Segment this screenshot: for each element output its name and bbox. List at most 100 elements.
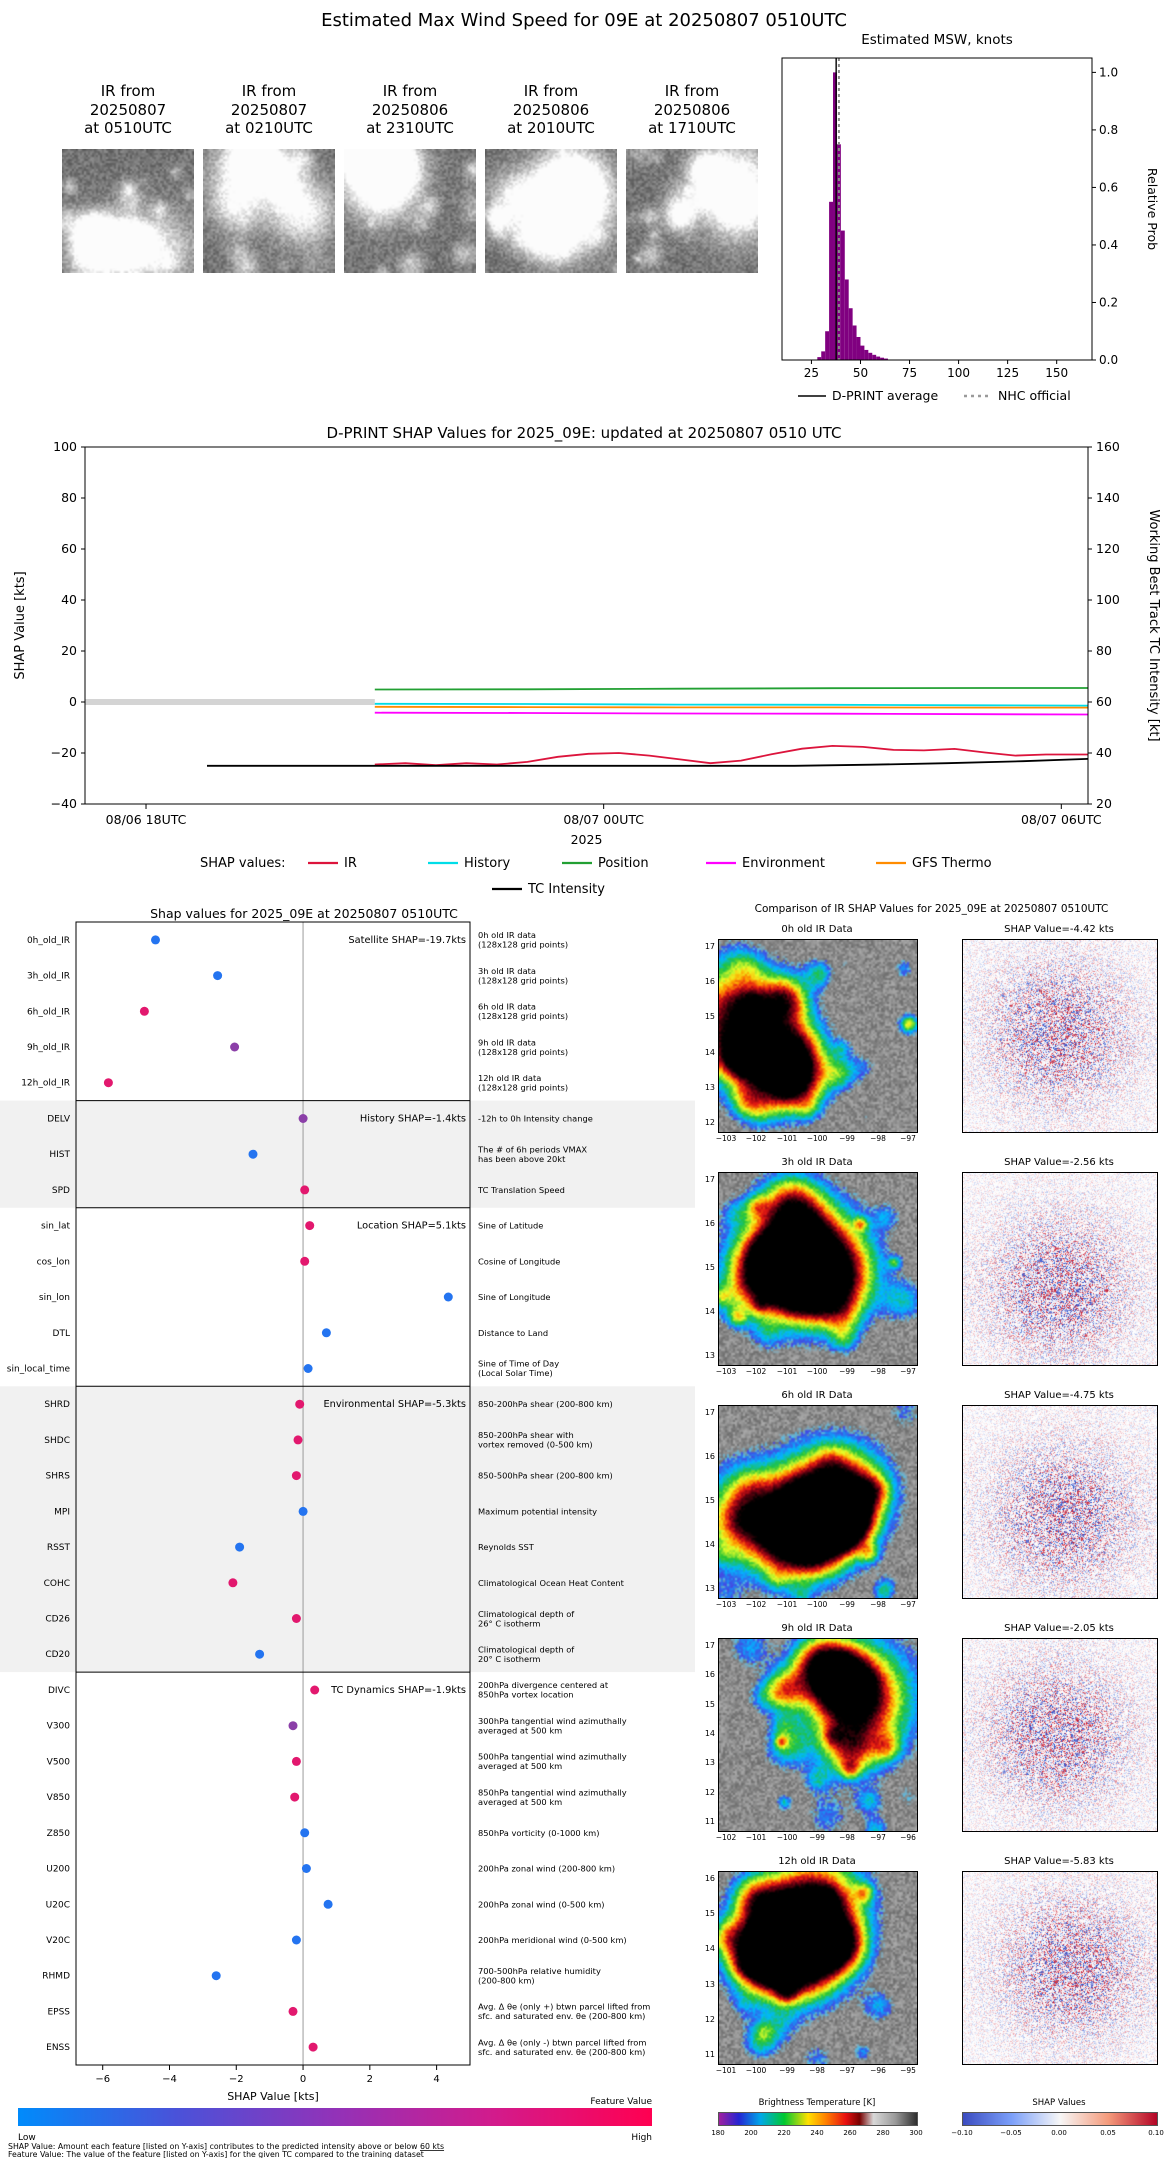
hist-bar [844, 279, 849, 360]
feature-desc-line: Avg. Δ θe (only +) btwn parcel lifted fr… [478, 2002, 650, 2012]
bt-colorbar [718, 2112, 918, 2126]
ts-legend-item: Position [598, 856, 649, 871]
feature-desc-line: 200hPa divergence centered at [478, 1680, 609, 1690]
colorbar-high-label: High [631, 2133, 652, 2143]
group-label: Location SHAP=5.1kts [357, 1221, 466, 1232]
lon-tick-label: −103 [715, 1367, 737, 1376]
feature-desc-line: The # of 6h periods VMAX [477, 1144, 587, 1154]
series-gfs-thermo [374, 705, 1088, 709]
hist-ylabel: Relative Prob [1145, 168, 1160, 250]
shap-dot [288, 1721, 298, 1731]
shap-dot [288, 2006, 298, 2016]
lat-tick-label: 14 [704, 1729, 715, 1738]
hist-bar [856, 336, 861, 360]
lon-tick-label: −103 [715, 1134, 737, 1143]
ir-thumbnail-strip: IR from 20250807 at 0510UTC IR from 20250807… [0, 0, 1168, 410]
hist-bar [840, 230, 845, 360]
lat-tick-label: 13 [704, 1584, 715, 1593]
ir-thumbnail-label-line: 20250806 [653, 100, 731, 119]
feature-desc-line: averaged at 500 km [478, 1725, 562, 1735]
feature-desc-line: 6h old IR data [478, 1002, 536, 1012]
lat-tick-label: 14 [704, 1307, 715, 1316]
ir-thumbnail-label-line: IR from [100, 82, 156, 100]
dotplot-xtick-label: 0 [300, 2074, 306, 2085]
dotplot-frame [75, 921, 471, 2066]
feature-desc-line: 200hPa zonal wind (200-800 km) [478, 1864, 615, 1874]
ts-ytick-left: −20 [51, 745, 77, 760]
shap-colorbar-label: SHAP Values [1032, 2098, 1086, 2108]
lon-tick-label: −98 [870, 1367, 886, 1376]
feature-desc-line: (Local Solar Time) [478, 1368, 553, 1378]
shap-dot [291, 1614, 301, 1623]
feature-label: DIVC [48, 1686, 70, 1696]
shap-map-image [962, 1638, 1158, 1832]
ir-thumbnail-label: IR from 20250806 at 1710UTC [626, 82, 758, 138]
feature-value-colorbar [18, 2108, 652, 2126]
ts-ytick-right: 100 [1096, 592, 1120, 607]
ir-thumbnail-label-line: 20250807 [230, 100, 308, 119]
feature-label: 12h_old_IR [21, 1079, 70, 1089]
ir-thumbnail-label-line: at 2310UTC [366, 119, 454, 137]
shap-map-image [962, 1871, 1158, 2065]
feature-label: HIST [49, 1150, 70, 1160]
feature-desc-line: 200hPa meridional wind (0-500 km) [478, 1935, 627, 1945]
ir-comparison-title: Comparison of IR SHAP Values for 2025_09… [754, 903, 1109, 915]
feature-desc-line: 200hPa zonal wind (0-500 km) [478, 1899, 605, 1909]
shap-map-image [962, 1172, 1158, 1366]
hist-bar [825, 331, 830, 360]
feature-desc-line: 12h old IR data [478, 1073, 541, 1083]
feature-label: DELV [47, 1114, 71, 1124]
shap-dot [228, 1578, 238, 1588]
bt-tick-label: 200 [744, 2129, 758, 2137]
ir-map-image [718, 1638, 918, 1832]
feature-label: DTL [53, 1329, 70, 1339]
ir-map-title: 12h old IR Data [778, 1856, 856, 1867]
feature-desc-line: Reynolds SST [478, 1542, 535, 1552]
shap-dot [310, 1685, 320, 1695]
feature-desc-line: Climatological depth of [478, 1645, 575, 1655]
lat-tick-label: 13 [704, 1083, 715, 1092]
lon-tick-label: −97 [900, 1134, 916, 1143]
ir-map-image [718, 1405, 918, 1599]
lon-tick-label: −97 [870, 1833, 886, 1842]
lon-tick-label: −96 [900, 1833, 916, 1842]
lat-tick-label: 12 [704, 1118, 715, 1127]
feature-desc-line: 850-200hPa shear (200-800 km) [478, 1399, 613, 1409]
feature-label: SHRS [46, 1472, 71, 1482]
ir-thumbnail-label-line: IR from [382, 82, 438, 100]
feature-label: U200 [46, 1865, 70, 1875]
feature-desc-line: (200-800 km) [478, 1976, 535, 1986]
lat-tick-label: 11 [704, 1817, 715, 1826]
hist-ytick-label: 0.6 [1099, 180, 1118, 194]
lat-tick-label: 13 [704, 1758, 715, 1767]
feature-label: COHC [44, 1579, 70, 1589]
ir-map-image [718, 1871, 918, 2065]
lat-tick-label: 15 [704, 1496, 715, 1505]
shap-dot [301, 1864, 311, 1873]
feature-desc-line: 0h old IR data [478, 930, 536, 940]
feature-desc-line: Avg. Δ θe (only -) btwn parcel lifted fr… [478, 2037, 646, 2047]
feature-label: sin_lat [41, 1222, 70, 1232]
ir-thumbnail: IR from 20250806 at 1710UTC [626, 82, 758, 273]
lon-tick-label: −99 [779, 2066, 795, 2075]
shap-tick-label: 0.00 [1051, 2129, 1067, 2137]
series-position [374, 687, 1088, 691]
lon-tick-label: −97 [900, 1600, 916, 1609]
ir-thumbnail-label-line: 20250806 [512, 100, 590, 119]
ts-ytick-right: 60 [1096, 694, 1112, 709]
ir-thumbnail: IR from 20250806 at 2310UTC [344, 82, 476, 273]
footnote-shap-value: SHAP Value: Amount each feature [listed … [8, 2142, 444, 2151]
feature-desc-line: (128x128 grid points) [478, 1047, 568, 1057]
ir-map-image [718, 1172, 918, 1366]
shap-dot [291, 1935, 301, 1945]
ir-thumbnail-image [626, 148, 758, 273]
ts-legend-item: TC Intensity [527, 882, 605, 897]
feature-desc-line: (128x128 grid points) [478, 975, 568, 985]
feature-label: SHRD [44, 1400, 70, 1410]
feature-desc-line: has been above 20kt [478, 1154, 566, 1164]
feature-label: 6h_old_IR [27, 1007, 70, 1017]
ts-ytick-left: 0 [69, 694, 77, 709]
series-environment [374, 711, 1089, 716]
ts-legend-item: Environment [742, 856, 825, 871]
